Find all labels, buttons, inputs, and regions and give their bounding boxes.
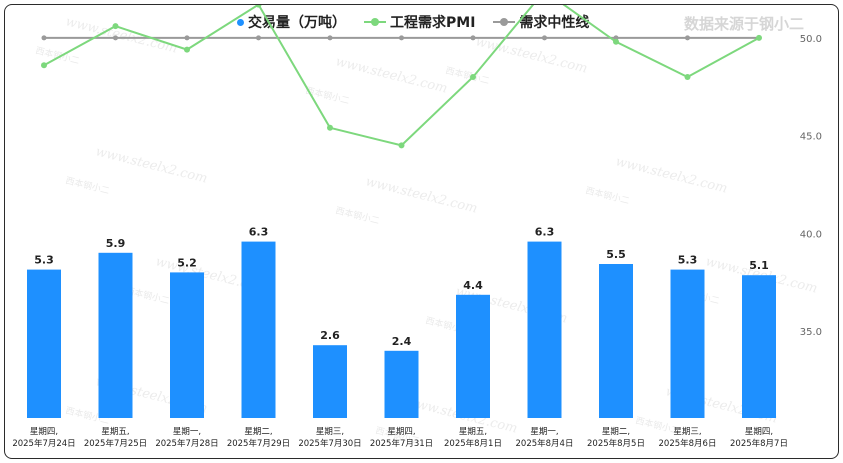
bar-volume [599,264,633,418]
bar-data-label: 4.4 [463,279,483,292]
pmi-point [184,46,190,53]
bar-data-label: 5.1 [749,259,769,272]
bar-volume [27,269,61,418]
x-axis-date-label: 2025年8月7日 [730,438,788,449]
x-axis-date-label: 2025年8月6日 [659,438,717,449]
neutral-point [470,35,476,41]
bar-data-label: 6.3 [535,226,555,239]
bar-data-label: 5.5 [606,248,626,261]
x-axis-date-label: 2025年7月31日 [370,438,433,449]
neutral-point [256,35,261,41]
neutral-point [685,35,690,41]
watermark-text: www.steelx2.com [94,144,209,186]
legend-label-pmi: 工程需求PMI [390,15,476,31]
x-axis-date-label: 2025年8月4日 [516,438,574,449]
x-axis-weekday-label: 星期五, [101,427,129,437]
bar-data-label: 5.2 [177,256,197,269]
x-axis-weekday-label: 星期一, [530,427,558,437]
watermark-logo: 西本钢小二 [334,204,381,227]
legend-marker-volume [237,18,244,26]
pmi-point [756,34,762,41]
legend-marker-pmi [364,18,386,26]
pmi-point [398,142,405,149]
watermark-text: www.steelx2.com [614,154,729,196]
bar-volume [98,252,133,418]
right-axis-tick-label: 40.0 [800,229,822,240]
neutral-point [542,35,547,41]
watermark-text: www.steelx2.com [364,174,479,216]
bar-volume [670,269,705,418]
bar-data-label: 6.3 [249,226,269,239]
neutral-point [41,35,47,41]
right-axis-tick-label: 50.0 [800,34,822,45]
x-axis-weekday-label: 星期三, [316,427,344,437]
x-axis-date-label: 2025年8月1日 [444,438,502,449]
pmi-point [255,5,262,8]
right-axis-tick-label: 45.0 [800,132,822,143]
neutral-point [327,35,333,41]
legend-item-neutral[interactable]: 需求中性线 [493,12,589,32]
legend-item-pmi[interactable]: 工程需求PMI [364,12,475,32]
x-axis-weekday-label: 星期二, [602,427,630,437]
x-axis-date-label: 2025年7月25日 [84,438,147,449]
x-axis-date-label: 2025年7月29日 [227,438,290,449]
bar-volume [241,241,276,418]
chart-frame: 交易量（万吨） 工程需求PMI 需求中性线 数据来源于钢小二 www.steel… [4,4,839,459]
pmi-point [470,73,476,80]
source-note: 数据来源于钢小二 [683,15,804,33]
bar-volume [384,350,419,418]
x-axis-weekday-label: 星期四, [745,427,773,437]
right-axis-tick-label: 35.0 [800,327,822,338]
watermark-logo: 西本钢小二 [64,174,111,197]
x-axis-date-label: 2025年7月28日 [155,438,218,449]
x-axis-weekday-label: 星期三, [673,427,701,437]
legend-marker-neutral [493,18,516,26]
bar-volume [313,345,347,418]
x-axis-weekday-label: 星期二, [244,427,272,437]
x-axis-date-label: 2025年8月5日 [587,438,645,449]
x-axis-weekday-label: 星期五, [459,427,487,437]
bar-volume [456,294,490,418]
pmi-point [613,38,619,45]
neutral-point [399,35,404,41]
bar-data-label: 2.4 [392,335,412,348]
watermark-text: www.steelx2.com [64,14,179,56]
x-axis-weekday-label: 星期四, [30,427,58,437]
pmi-point [684,73,691,80]
x-axis-weekday-label: 星期一, [173,427,201,437]
x-axis-date-label: 2025年7月24日 [12,438,75,449]
neutral-point [184,35,190,41]
watermark-logo: 西本钢小二 [584,184,631,207]
x-axis-weekday-label: 星期四, [387,427,415,437]
pmi-point [41,62,47,69]
bar-data-label: 5.9 [106,237,126,250]
bar-volume [170,272,204,418]
bar-volume [527,241,562,418]
bar-data-label: 5.3 [34,254,54,267]
pmi-point [327,124,333,131]
x-axis-date-label: 2025年7月30日 [298,438,361,449]
bar-data-label: 2.6 [320,329,340,342]
watermark-logo: 西本钢小二 [34,44,81,67]
legend: 交易量（万吨） 工程需求PMI 需求中性线 [237,12,589,32]
bar-volume [742,275,776,418]
bar-data-label: 5.3 [678,254,698,267]
neutral-point [113,35,118,41]
pmi-point [112,23,119,30]
watermark-text: www.steelx2.com [334,54,449,96]
legend-label-neutral: 需求中性线 [519,15,590,31]
